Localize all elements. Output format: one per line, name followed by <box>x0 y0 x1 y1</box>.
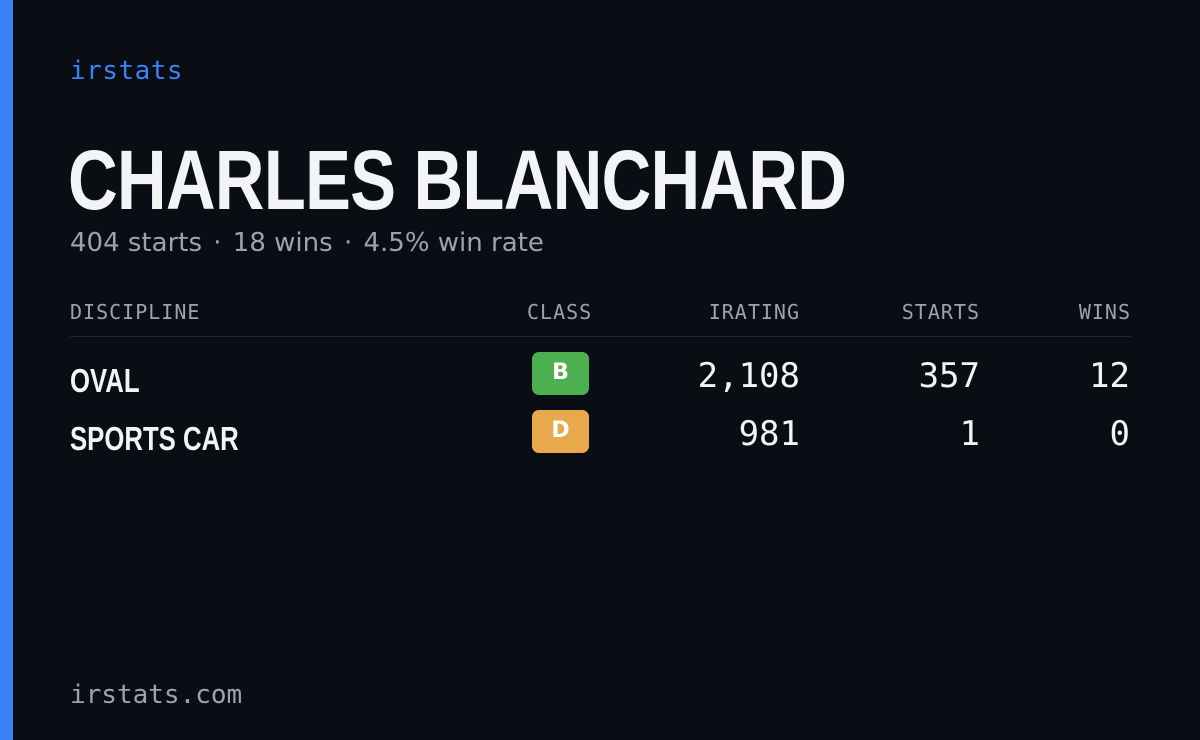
discipline-name: OVAL <box>70 362 140 399</box>
stats-table: DISCIPLINE CLASS IRATING STARTS WINS OVA… <box>70 296 1131 468</box>
class-badge: B <box>532 352 589 395</box>
header-class: CLASS <box>527 300 593 324</box>
starts-summary: 404 starts <box>70 228 202 258</box>
table-row-sports-car: SPORTS CAR D 981 1 0 <box>70 410 1131 468</box>
header-wins: WINS <box>1078 300 1131 324</box>
wins-value: 12 <box>1089 356 1130 396</box>
starts-value: 357 <box>918 356 980 396</box>
header-starts: STARTS <box>901 300 980 324</box>
table-row-oval: OVAL B 2,108 357 12 <box>70 352 1131 410</box>
irating-value: 2,108 <box>697 356 800 396</box>
discipline-name: SPORTS CAR <box>70 420 239 457</box>
irating-value: 981 <box>738 414 800 454</box>
starts-value: 1 <box>959 414 980 454</box>
player-summary: 404 starts · 18 wins · 4.5% win rate <box>70 228 544 258</box>
wins-summary: 18 wins <box>232 228 333 258</box>
brand-logo[interactable]: irstats <box>70 56 184 86</box>
player-name: CHARLES BLANCHARD <box>68 133 847 227</box>
table-header: DISCIPLINE CLASS IRATING STARTS WINS <box>70 296 1131 337</box>
win-rate-summary: 4.5% win rate <box>363 228 544 258</box>
class-badge: D <box>532 410 589 453</box>
wins-value: 0 <box>1109 414 1130 454</box>
header-irating: IRATING <box>708 300 800 324</box>
accent-bar <box>0 0 13 740</box>
summary-separator: · <box>213 228 222 258</box>
header-discipline: DISCIPLINE <box>70 300 201 324</box>
summary-separator: · <box>343 228 353 258</box>
footer-url[interactable]: irstats.com <box>70 680 243 710</box>
